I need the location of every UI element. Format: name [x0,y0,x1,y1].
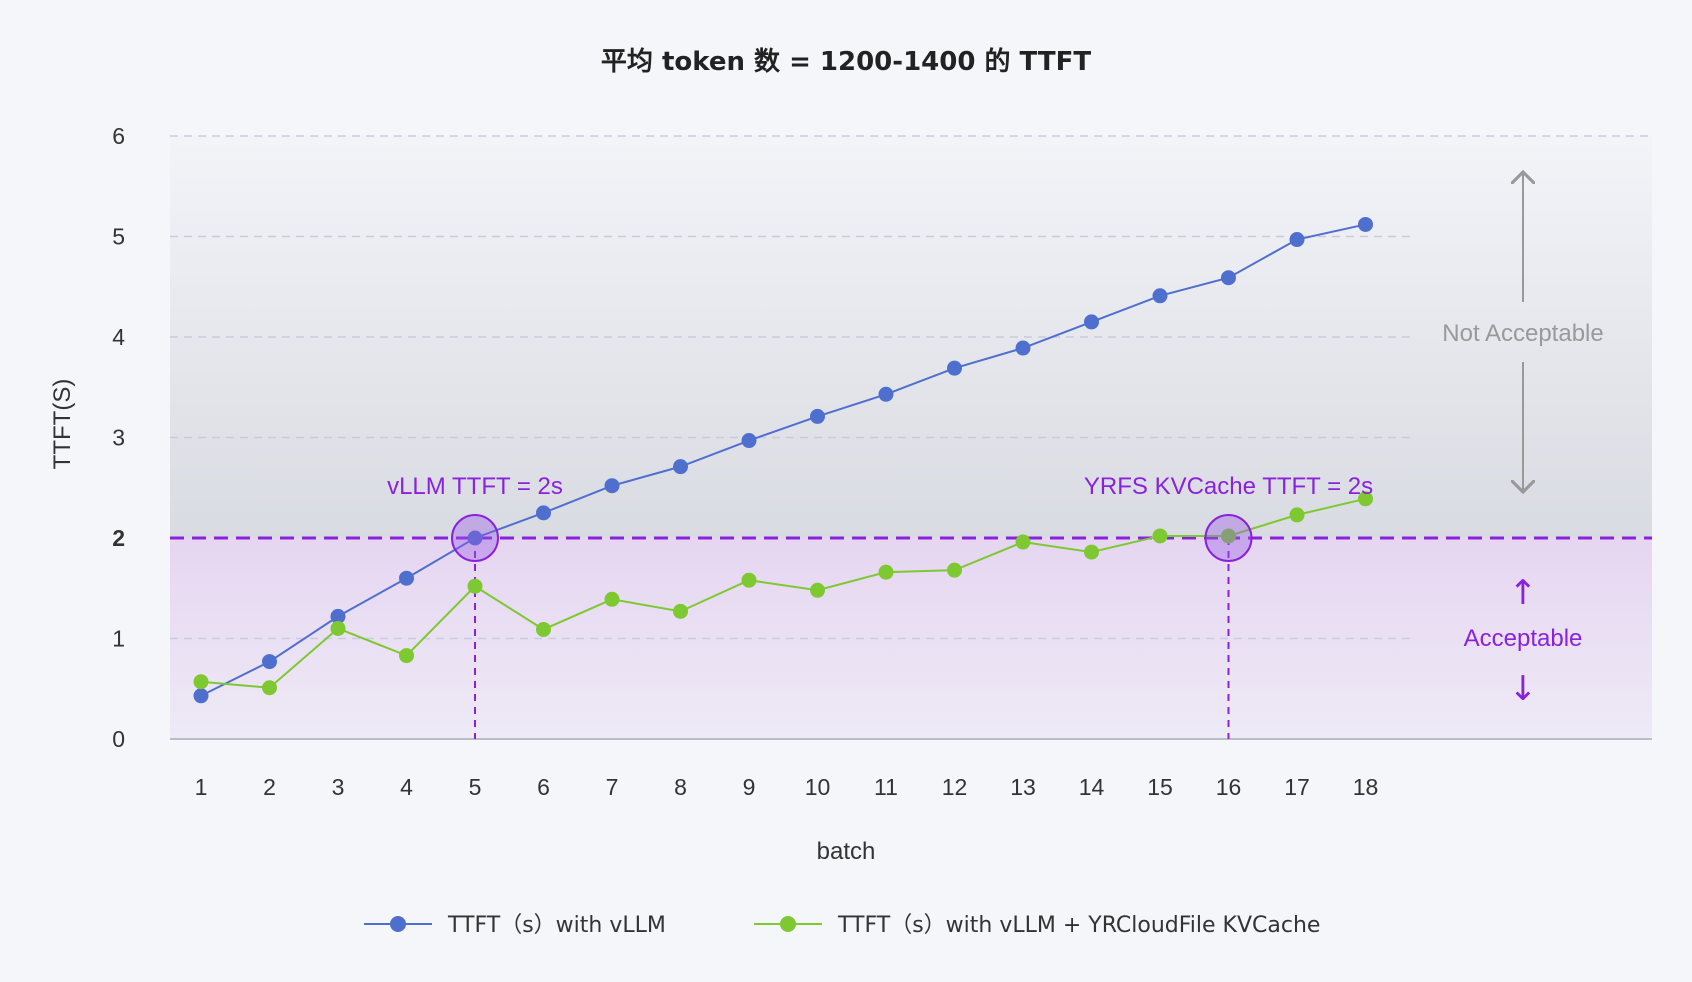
data-point [1221,528,1236,544]
legend-label-kvcache: TTFT（s）with vLLM + YRCloudFile KVCache [837,913,1320,938]
data-point [1221,270,1236,286]
data-point [673,603,688,619]
y-tick-label: 1 [112,626,125,652]
x-tick-label: 16 [1216,774,1242,800]
data-point [399,570,414,586]
x-tick-label: 3 [332,774,345,800]
legend: TTFT（s）with vLLM TTFT（s）with vLLM + YRCl… [364,913,1320,938]
y-tick-label: 4 [112,324,125,350]
legend-marker-vllm [390,916,406,932]
x-tick-label: 11 [874,774,898,800]
intersection-marker [1204,514,1253,562]
data-point [673,459,688,475]
y-tick-labels: 0 1 2 3 4 5 6 [112,123,125,752]
data-point [878,564,894,580]
gridlines [170,135,1652,640]
y-axis-label: TTFT(S) [49,379,76,470]
threshold-layer [170,536,1652,739]
legend-item-vllm: TTFT（s）with vLLM [364,913,666,938]
y-tick-label: 6 [112,123,125,149]
data-point [399,648,414,664]
data-point [947,360,962,376]
data-point [262,654,277,670]
data-point [467,530,483,546]
series-line-1 [200,497,1366,689]
intersection-markers [451,514,1253,562]
series-line-0 [200,223,1366,697]
intersection-marker [451,514,499,562]
not-acceptable-group: Not Acceptable [1442,172,1604,492]
data-point [604,478,620,494]
x-axis-label: batch [817,838,876,865]
y-tick-label-threshold: 2 [112,525,125,551]
data-point [330,608,346,624]
acceptable-region [170,538,1652,739]
data-point [741,433,757,449]
x-tick-label: 13 [1010,774,1036,800]
legend-item-kvcache: TTFT（s）with vLLM + YRCloudFile KVCache [754,913,1320,938]
data-point [810,582,825,598]
y-tick-label: 5 [112,224,125,250]
x-tick-label: 12 [942,774,968,800]
x-tick-label: 6 [537,774,550,800]
x-tick-label: 1 [195,774,208,800]
x-tick-label: 10 [805,774,831,800]
data-point [1084,544,1099,560]
x-tick-label: 2 [263,774,276,800]
legend-marker-kvcache [780,916,796,932]
down-arrow-icon: ↓ [1509,669,1538,709]
acceptable-label: Acceptable [1464,625,1583,652]
data-point [1358,491,1373,507]
up-arrow-icon: ↑ [1509,573,1538,613]
x-tick-label: 4 [400,774,413,800]
data-point [878,386,894,402]
data-point [1084,314,1099,330]
x-tick-label: 18 [1353,774,1379,800]
data-point [330,620,346,636]
y-tick-label: 0 [112,726,125,752]
data-point [810,408,825,424]
x-tick-label: 8 [674,774,687,800]
data-point [741,572,757,588]
data-point [604,591,620,607]
x-tick-label: 9 [743,774,756,800]
data-point [536,505,551,521]
x-tick-labels: 1 2 3 4 5 6 7 8 9 10 11 12 13 14 15 16 17 18 [195,774,1379,800]
x-tick-label: 14 [1079,774,1105,800]
data-point [1015,534,1031,550]
data-point [1358,216,1373,232]
x-tick-label: 5 [469,774,482,800]
not-acceptable-label: Not Acceptable [1442,320,1603,347]
data-point [262,680,277,696]
data-point [1152,528,1168,544]
series-layer [193,216,1373,704]
data-point [947,562,962,578]
vllm-threshold-annotation: vLLM TTFT = 2s [387,473,563,500]
data-point [1289,232,1305,248]
data-point [1152,288,1168,304]
data-point [1289,507,1305,523]
data-point [467,578,483,594]
data-point [1015,340,1031,356]
x-tick-label: 7 [606,774,619,800]
data-point [193,688,209,704]
data-point [536,621,551,637]
data-point [193,674,209,690]
y-tick-label: 3 [112,425,125,451]
x-tick-label: 17 [1284,774,1310,800]
chart-title: 平均 token 数 = 1200-1400 的 TTFT [601,46,1091,77]
acceptable-group: ↑ Acceptable ↓ [1464,573,1583,709]
legend-label-vllm: TTFT（s）with vLLM [447,913,666,938]
x-tick-label: 15 [1147,774,1173,800]
yrfs-threshold-annotation: YRFS KVCache TTFT = 2s [1084,473,1373,500]
